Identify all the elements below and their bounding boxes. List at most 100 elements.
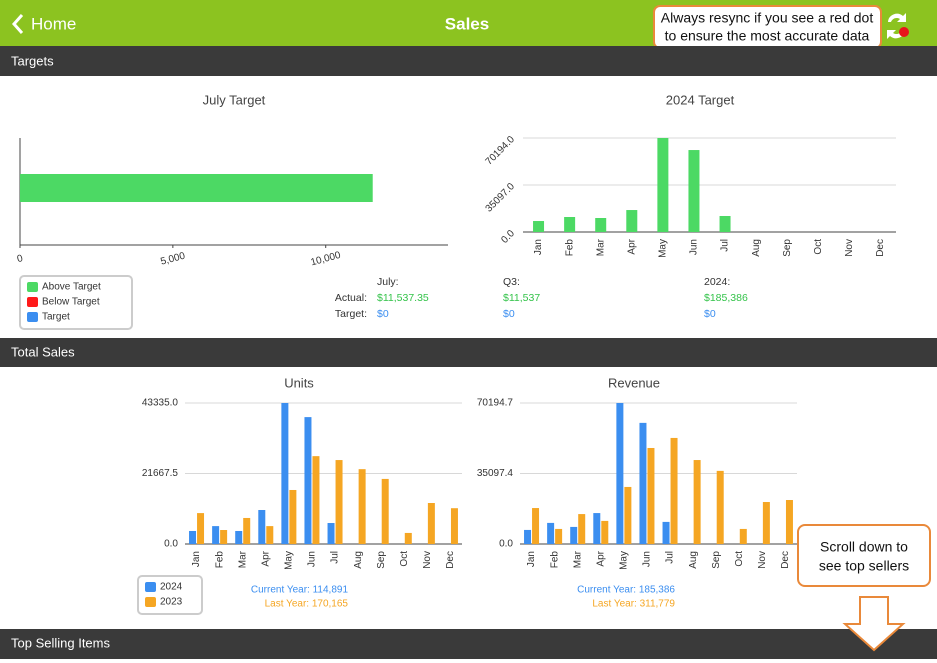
y-tick-label: 35097.4 <box>477 468 514 479</box>
x-tick-label: Aug <box>688 551 699 569</box>
resync-icon <box>888 13 906 22</box>
bar <box>564 217 576 232</box>
x-tick-label: Jan <box>533 239 544 255</box>
bar <box>524 529 532 544</box>
bar <box>335 460 343 544</box>
bar <box>657 138 669 232</box>
summary-target: $0 <box>704 308 716 320</box>
bar <box>716 470 724 544</box>
chart-title: Revenue <box>608 375 660 390</box>
legend-label: Above Target <box>42 282 101 293</box>
summary-actual: $11,537.35 <box>377 292 429 304</box>
bar <box>639 422 647 544</box>
callout-text: Always resync if you see a red dot <box>661 10 874 26</box>
bar <box>593 513 601 544</box>
bar <box>197 513 205 544</box>
summary-target: $0 <box>503 308 515 320</box>
x-tick-label: Jan <box>191 551 202 567</box>
bar <box>427 503 435 544</box>
x-tick-label: Apr <box>260 550 271 566</box>
section-title: Total Sales <box>11 344 75 359</box>
resync-icon <box>887 30 905 39</box>
x-tick-label: Feb <box>549 551 560 569</box>
y-tick-label: 70194.7 <box>477 398 514 409</box>
y-tick-label: 0.0 <box>164 539 178 550</box>
legend-label: 2024 <box>160 582 183 593</box>
x-tick-label: Nov <box>757 551 768 569</box>
bar <box>243 517 251 544</box>
bar <box>662 521 670 544</box>
bar <box>258 509 266 544</box>
x-tick-label: Oct <box>734 551 745 567</box>
x-tick-label: Jun <box>307 551 318 567</box>
x-tick-label: 0 <box>16 253 25 265</box>
total-label: Current Year: 185,386 <box>577 585 675 596</box>
bar <box>624 486 632 544</box>
bar <box>547 522 555 544</box>
bar <box>358 469 366 544</box>
x-tick-label: Dec <box>445 551 456 569</box>
total-label: Last Year: 170,165 <box>265 599 349 610</box>
bar <box>647 447 655 544</box>
y-tick-label: 70194.0 <box>484 134 518 168</box>
bar <box>189 530 197 544</box>
x-tick-label: 5,000 <box>159 250 186 267</box>
bar <box>570 526 578 544</box>
x-tick-label: Nov <box>422 551 433 569</box>
back-chevron <box>11 14 24 34</box>
legend-swatch <box>27 312 38 322</box>
x-tick-label: Nov <box>844 239 855 257</box>
bar <box>381 478 389 544</box>
back-button[interactable]: Home <box>11 14 76 34</box>
summary-label: Target: <box>335 308 367 320</box>
bar <box>450 508 458 544</box>
legend-label: Below Target <box>42 297 100 308</box>
y-tick-label: 43335.0 <box>142 398 179 409</box>
back-label[interactable]: Home <box>31 14 76 33</box>
bar <box>688 150 700 232</box>
resync-button[interactable] <box>887 13 909 39</box>
x-tick-label: Apr <box>626 238 637 254</box>
section-title[interactable]: Top Selling Items <box>11 635 110 650</box>
chart-title: Units <box>284 375 314 390</box>
bar <box>220 530 228 544</box>
x-tick-label: Jul <box>330 551 341 564</box>
legend-swatch <box>145 597 156 607</box>
y-tick-label: 35097.0 <box>484 181 518 215</box>
summary-actual: $11,537 <box>503 292 540 304</box>
bar <box>20 174 373 202</box>
x-tick-label: Sep <box>711 551 722 569</box>
x-tick-label: Oct <box>813 239 824 255</box>
x-tick-label: Aug <box>751 239 762 257</box>
x-tick-label: Jun <box>689 239 700 255</box>
bar <box>616 403 624 544</box>
total-label: Last Year: 311,779 <box>592 599 675 610</box>
legend-swatch <box>27 282 38 292</box>
summary-label: July: <box>377 276 399 288</box>
callout-text: to ensure the most accurate data <box>665 28 870 44</box>
x-tick-label: Jan <box>526 551 537 567</box>
callout-text: see top sellers <box>819 558 909 574</box>
x-tick-label: May <box>658 239 669 258</box>
x-tick-label: May <box>619 551 630 570</box>
bar <box>289 489 297 544</box>
bar <box>626 210 638 232</box>
section-bar[interactable] <box>0 629 937 659</box>
bar <box>693 460 701 544</box>
y-tick-label: 21667.5 <box>142 468 179 479</box>
legend-label: Target <box>42 312 70 323</box>
bar <box>327 523 335 544</box>
legend-swatch <box>27 297 38 307</box>
y-tick-label: 0.0 <box>499 539 513 550</box>
x-tick-label: Feb <box>214 551 225 569</box>
section-bar <box>0 46 937 76</box>
bar <box>739 528 747 544</box>
x-tick-label: Jul <box>665 551 676 564</box>
section-title: Targets <box>11 53 54 68</box>
scroll-callout <box>797 524 931 587</box>
bar <box>533 221 545 232</box>
y-tick-label: 0.0 <box>499 228 517 246</box>
bar <box>235 530 243 544</box>
section-bar <box>0 338 937 367</box>
